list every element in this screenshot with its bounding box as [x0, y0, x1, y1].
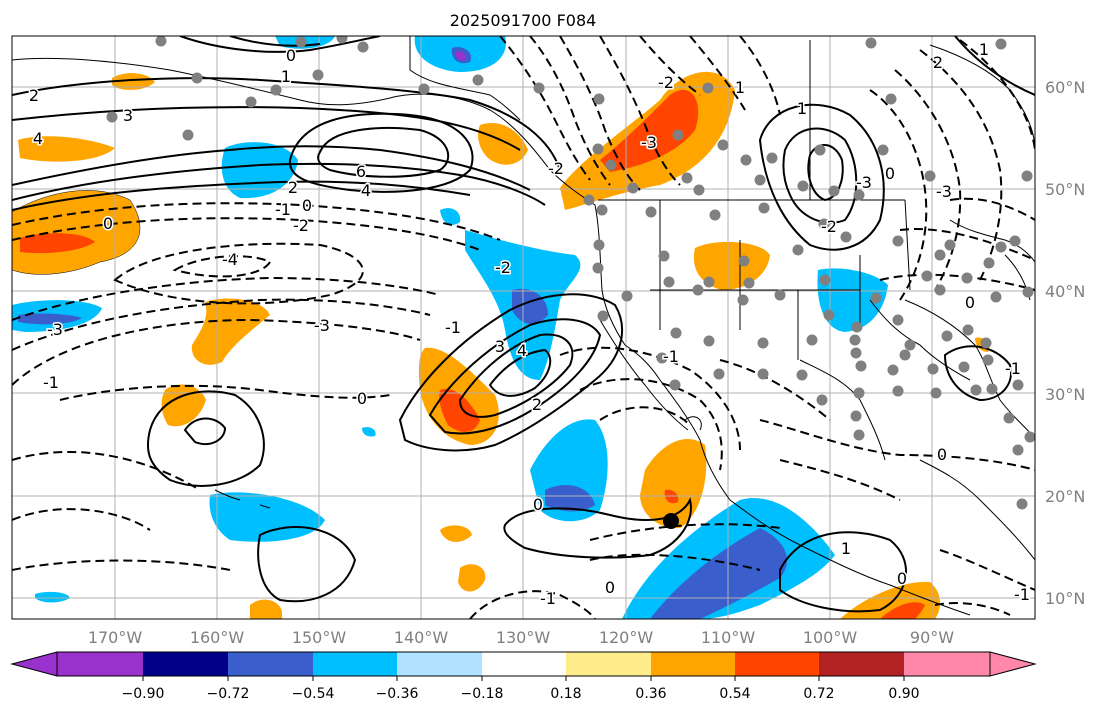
colorbar-tick-label: 0.72 — [803, 686, 834, 702]
contour-label: -3 — [47, 320, 63, 339]
colorbar-segment — [397, 652, 482, 676]
contour-label: -2 — [293, 216, 309, 235]
contour-label: 3 — [495, 337, 505, 356]
negative-anomaly-shading — [12, 36, 888, 619]
contour-label: -2 — [548, 159, 564, 178]
contour-label: 3 — [123, 106, 133, 125]
lat-label-50n: 50°N — [1045, 180, 1085, 199]
contour-label: -3 — [641, 133, 657, 152]
negative-contours — [12, 36, 1035, 619]
colorbar-segment — [904, 652, 990, 676]
contour-label: -2 — [821, 217, 837, 236]
colorbar-tick-label: 0.36 — [635, 686, 666, 702]
lon-label-140w: 140°W — [394, 628, 449, 647]
contour-label: 1 — [797, 99, 807, 118]
lon-label-150w: 150°W — [292, 628, 347, 647]
lat-label-20n: 20°N — [1045, 487, 1085, 506]
colorbar-segment — [482, 652, 566, 676]
colorbar-segment — [819, 652, 904, 676]
colorbar-tick-label: −0.90 — [122, 686, 165, 702]
colorbar-segment — [651, 652, 735, 676]
positive-contours — [12, 36, 1035, 613]
contour-label: 0 — [302, 196, 312, 215]
contour-label: 1 — [735, 78, 745, 97]
contour-label: -1 — [540, 589, 556, 608]
colorbar-segment — [228, 652, 313, 676]
lon-label-170w: 170°W — [88, 628, 143, 647]
center-marker — [663, 513, 679, 529]
latitude-labels: 60°N 50°N 40°N 30°N 20°N 10°N — [1045, 78, 1085, 608]
contour-label: 0 — [897, 569, 907, 588]
lon-label-160w: 160°W — [190, 628, 245, 647]
lat-label-40n: 40°N — [1045, 282, 1085, 301]
lon-label-110w: 110°W — [701, 628, 756, 647]
colorbar-segment — [566, 652, 651, 676]
contour-label: 0 — [605, 578, 615, 597]
contour-label: -2 — [658, 73, 674, 92]
contour-label: -2 — [495, 258, 511, 277]
contour-label: -1 — [1014, 585, 1030, 604]
contour-label: -3 — [856, 173, 872, 192]
colorbar-tick-label: −0.54 — [292, 686, 335, 702]
contour-label: 0 — [533, 495, 543, 514]
contour-label: 0 — [286, 46, 296, 65]
contour-label: -1 — [663, 347, 679, 366]
contour-label: 6 — [356, 162, 366, 181]
contour-label: 0 — [885, 164, 895, 183]
map-area: 2 1 0 3 4 6 4 2 0 -1 -2 -3 -4 -3 -1 0 0 … — [12, 36, 1035, 619]
contour-label: 0 — [357, 389, 367, 408]
contour-label: 2 — [933, 53, 943, 72]
contour-label: 0 — [965, 293, 975, 312]
contour-label: 1 — [979, 40, 989, 59]
colorbar-tick-label: 0.90 — [888, 686, 919, 702]
colorbar: −0.90 −0.72 −0.54 −0.36 −0.18 0.18 0.36 … — [10, 651, 1037, 702]
contour-label: 1 — [841, 539, 851, 558]
contour-label: -3 — [936, 182, 952, 201]
contour-label: 0 — [937, 445, 947, 464]
map-frame — [11, 35, 1036, 620]
station-dots — [106, 36, 1035, 510]
contour-label: 2 — [29, 86, 39, 105]
contour-label: 2 — [288, 178, 298, 197]
contour-label: -1 — [275, 200, 291, 219]
colorbar-frame — [56, 651, 991, 677]
lon-label-100w: 100°W — [803, 628, 858, 647]
lon-label-130w: 130°W — [496, 628, 551, 647]
coastlines — [12, 36, 1035, 616]
lat-label-30n: 30°N — [1045, 385, 1085, 404]
lon-label-120w: 120°W — [599, 628, 654, 647]
colorbar-tick-label: 0.18 — [550, 686, 581, 702]
contour-label: -4 — [222, 250, 238, 269]
contour-labels: 2 1 0 3 4 6 4 2 0 -1 -2 -3 -4 -3 -1 0 0 … — [27, 39, 1031, 610]
contour-label: -3 — [314, 316, 330, 335]
colorbar-segment — [57, 652, 143, 676]
contour-label: 4 — [33, 129, 43, 148]
colorbar-tick-label: 0.54 — [719, 686, 750, 702]
lon-label-90w: 90°W — [910, 628, 954, 647]
lat-label-10n: 10°N — [1045, 589, 1085, 608]
contour-label: 0 — [103, 214, 113, 233]
positive-anomaly-shading — [12, 71, 990, 619]
longitude-labels: 170°W 160°W 150°W 140°W 130°W 120°W 110°… — [88, 628, 954, 647]
contour-label: -1 — [43, 373, 59, 392]
colorbar-segment — [735, 652, 819, 676]
contour-label: 1 — [281, 67, 291, 86]
figure-title: 2025091700 F084 — [450, 11, 597, 30]
colorbar-min-extension — [10, 651, 58, 677]
contour-label: 4 — [361, 181, 371, 200]
colorbar-max-extension — [989, 651, 1037, 677]
lat-label-60n: 60°N — [1045, 78, 1085, 97]
contour-label: 4 — [517, 341, 527, 360]
contour-label: -1 — [1005, 359, 1021, 378]
colorbar-tick-label: −0.72 — [207, 686, 250, 702]
contour-label: -1 — [445, 318, 461, 337]
colorbar-segment — [143, 652, 228, 676]
gridlines — [12, 36, 1035, 619]
colorbar-tick-label: −0.18 — [461, 686, 504, 702]
colorbar-tick-label: −0.36 — [376, 686, 419, 702]
colorbar-segment — [313, 652, 397, 676]
contour-label: 2 — [532, 395, 542, 414]
